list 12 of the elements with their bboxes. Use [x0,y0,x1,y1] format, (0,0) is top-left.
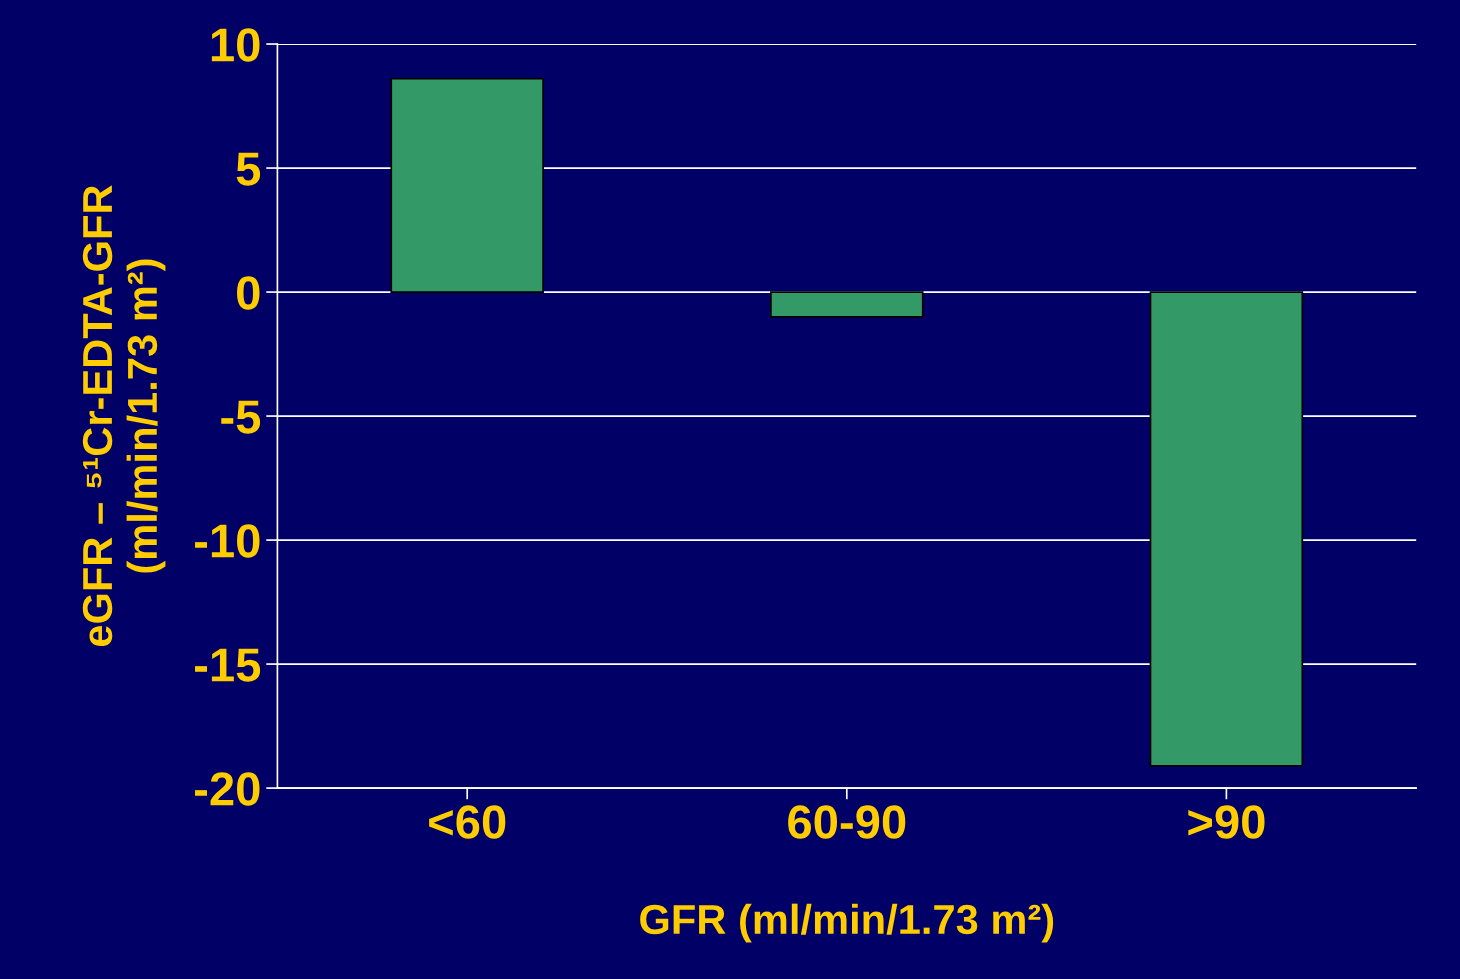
x-tick-label: >90 [1188,805,1265,839]
y-tick-label: -10 [195,524,260,558]
y-tick-label: -15 [195,648,261,682]
x-axis-title: GFR (ml/min/1.73 m²) [640,903,1054,943]
y-tick-label: 0 [237,276,260,310]
y-axis-title: eGFR – ⁵¹Cr-EDTA-GFR (ml/min/1.73 m²) [82,185,166,647]
x-tick-label: 60-90 [788,805,906,839]
y-tick-label: -5 [221,400,261,434]
x-tick-label: <60 [429,805,506,839]
y-tick-label: 10 [211,28,260,62]
y-tick-label: 5 [236,152,261,186]
y-tick-label: -20 [195,772,260,806]
